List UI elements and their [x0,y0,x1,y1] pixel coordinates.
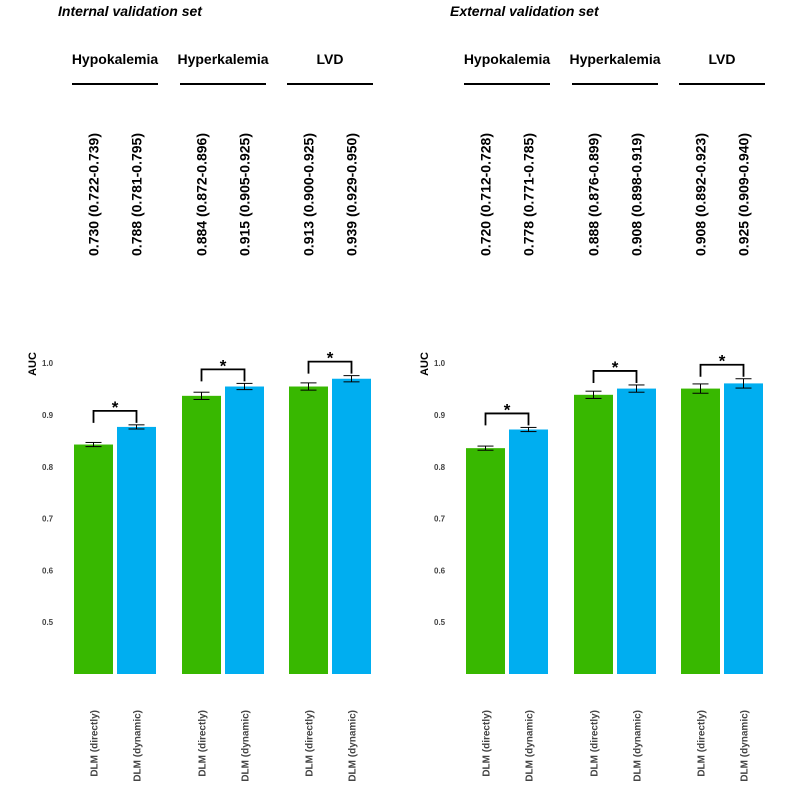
ci-label: 0.939 (0.929-0.950) [344,133,360,256]
significance-bracket [200,368,246,382]
group-label: LVD [709,51,736,67]
significance-marker: * [612,358,619,377]
significance-marker: * [504,400,511,419]
category-label: DLM (directly) [305,710,316,777]
category-label: DLM (directly) [198,710,209,777]
significance-marker: * [112,398,119,417]
panel-title: Internal validation set [58,3,203,19]
bar [681,388,720,674]
bar [74,444,113,674]
significance-bracket [484,412,530,426]
category-label: DLM (directly) [90,710,101,777]
bar [117,426,156,674]
y-tick-label: 0.5 [42,618,54,627]
significance-marker: * [327,349,334,368]
y-tick-label: 0.9 [434,411,446,420]
ci-label: 0.913 (0.900-0.925) [301,133,317,256]
category-label: DLM (dynamic) [633,710,644,782]
group-label: Hyperkalemia [177,51,268,67]
category-label: DLM (dynamic) [348,710,359,782]
bar [332,378,371,674]
significance-bracket [92,409,138,423]
significance-bracket [307,360,353,374]
ci-label: 0.915 (0.905-0.925) [237,133,253,256]
bar [724,383,763,674]
y-axis-title: AUC [27,352,39,376]
group-label: Hypokalemia [72,51,159,67]
significance-marker: * [220,356,227,375]
ci-label: 0.730 (0.722-0.739) [86,133,102,256]
category-label: DLM (dynamic) [133,710,144,782]
y-tick-label: 1.0 [42,359,54,368]
significance-marker: * [719,352,726,371]
group-label: Hyperkalemia [569,51,660,67]
ci-label: 0.888 (0.876-0.899) [586,133,602,256]
ci-label: 0.884 (0.872-0.896) [194,133,210,256]
category-label: DLM (dynamic) [525,710,536,782]
group-label: Hypokalemia [464,51,551,67]
category-label: DLM (directly) [482,710,493,777]
ci-label: 0.925 (0.909-0.940) [736,133,752,256]
panel-title: External validation set [450,3,600,19]
y-tick-label: 1.0 [434,359,446,368]
bar [617,388,656,674]
y-tick-label: 0.8 [434,463,446,472]
category-label: DLM (dynamic) [740,710,751,782]
ci-label: 0.720 (0.712-0.728) [478,133,494,256]
y-tick-label: 0.7 [42,515,54,524]
bar [466,448,505,674]
y-tick-label: 0.6 [42,566,54,575]
ci-label: 0.778 (0.771-0.785) [521,133,537,256]
group-label: LVD [317,51,344,67]
bar [225,386,264,674]
y-axis-title: AUC [419,352,431,376]
category-label: DLM (dynamic) [241,710,252,782]
bar [509,429,548,674]
y-tick-label: 0.7 [434,515,446,524]
y-tick-label: 0.5 [434,618,446,627]
significance-bracket [592,370,638,383]
y-tick-label: 0.6 [434,566,446,575]
bar [289,386,328,674]
bar [182,395,221,674]
category-label: DLM (directly) [590,710,601,777]
bar [574,394,613,674]
ci-label: 0.908 (0.898-0.919) [629,133,645,256]
category-label: DLM (directly) [697,710,708,777]
significance-bracket [699,363,745,377]
ci-label: 0.788 (0.781-0.795) [129,133,145,256]
y-tick-label: 0.9 [42,411,54,420]
y-tick-label: 0.8 [42,463,54,472]
ci-label: 0.908 (0.892-0.923) [693,133,709,256]
